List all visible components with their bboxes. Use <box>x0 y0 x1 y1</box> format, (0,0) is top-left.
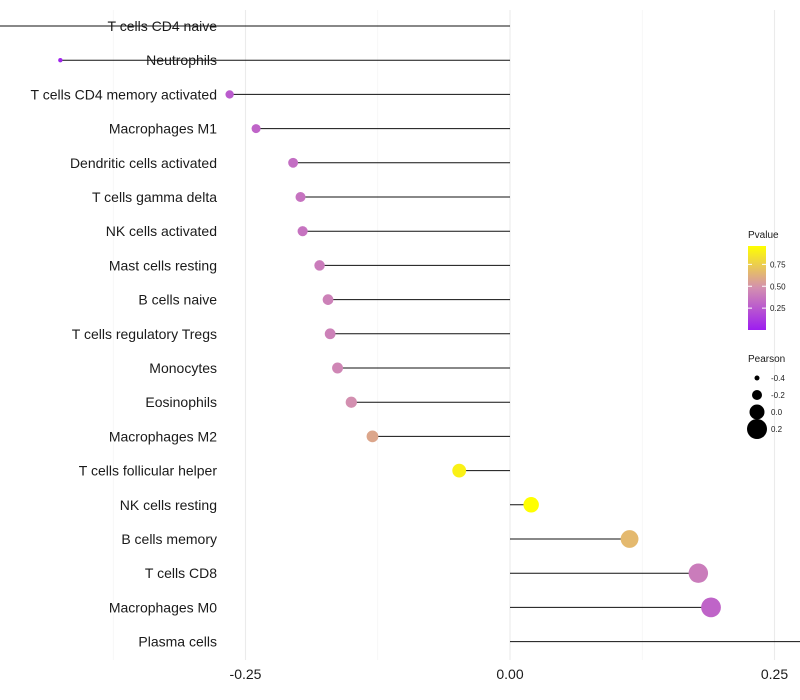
point <box>288 157 299 168</box>
size-key-dot <box>754 375 760 381</box>
size-key-label: -0.4 <box>771 374 785 383</box>
point <box>332 362 344 374</box>
y-category-label: NK cells resting <box>120 497 217 513</box>
point <box>701 597 721 618</box>
y-category-label: Dendritic cells activated <box>70 155 217 171</box>
y-category-label: T cells gamma delta <box>92 189 217 205</box>
point <box>620 530 639 548</box>
size-key-dot <box>752 390 762 400</box>
point <box>452 463 467 478</box>
colorbar-tick-label: 0.25 <box>770 304 786 313</box>
size-key-label: 0.2 <box>771 425 783 434</box>
y-category-label: Macrophages M0 <box>109 599 217 615</box>
point <box>345 396 357 408</box>
pearson-legend: Pearson -0.4 -0.2 0.0 0.2 <box>747 354 785 439</box>
stems <box>0 25 800 643</box>
y-category-label: Eosinophils <box>145 394 217 410</box>
point <box>314 260 325 271</box>
y-category-label: T cells follicular helper <box>79 463 218 479</box>
x-tick-label: 0.25 <box>761 666 788 682</box>
pearson-legend-title: Pearson <box>748 354 785 365</box>
y-category-label: B cells naive <box>138 292 217 308</box>
colorbar-tick-label: 0.75 <box>770 260 786 269</box>
y-axis-labels: T cells CD4 naive Neutrophils T cells CD4 … <box>31 18 218 650</box>
y-category-label: B cells memory <box>121 531 217 547</box>
point <box>251 124 261 134</box>
x-axis-tick-labels: -0.50-0.250.000.25 <box>230 666 789 682</box>
size-key-label: -0.2 <box>771 391 785 400</box>
pearson-legend-keys: -0.4 -0.2 0.0 0.2 <box>747 374 785 439</box>
pvalue-legend-title: Pvalue <box>748 230 779 241</box>
size-key-label: 0.0 <box>771 408 783 417</box>
y-category-label: Neutrophils <box>146 52 217 68</box>
size-key-dot <box>747 419 767 439</box>
y-category-label: T cells regulatory Tregs <box>72 326 217 342</box>
y-category-label: Macrophages M2 <box>109 428 217 444</box>
y-category-label: Macrophages M1 <box>109 121 217 137</box>
y-category-label: Monocytes <box>149 360 217 376</box>
x-tick-label: 0.00 <box>496 666 523 682</box>
colorbar-tick-label: 0.50 <box>770 282 786 291</box>
point <box>225 90 234 99</box>
y-category-label: Mast cells resting <box>109 257 217 273</box>
point <box>297 226 308 237</box>
pvalue-legend-ticks: 0.75 0.50 0.25 <box>748 260 786 313</box>
y-category-label: Plasma cells <box>138 634 217 650</box>
point <box>366 430 379 443</box>
y-category-label: T cells CD4 memory activated <box>31 86 217 102</box>
x-tick-label: -0.25 <box>230 666 262 682</box>
point <box>688 563 709 583</box>
points <box>58 58 721 618</box>
grid <box>112 10 776 660</box>
y-category-label: NK cells activated <box>106 223 217 239</box>
y-category-label: T cells CD4 naive <box>108 18 218 34</box>
point <box>324 328 336 340</box>
size-key-dot <box>749 404 765 420</box>
point <box>58 58 63 63</box>
pvalue-legend: Pvalue 0.75 0.50 0.25 <box>748 230 786 330</box>
pvalue-colorbar <box>748 246 766 330</box>
y-category-label: T cells CD8 <box>145 565 217 581</box>
point <box>322 294 334 305</box>
point <box>295 191 306 203</box>
point <box>523 497 539 513</box>
